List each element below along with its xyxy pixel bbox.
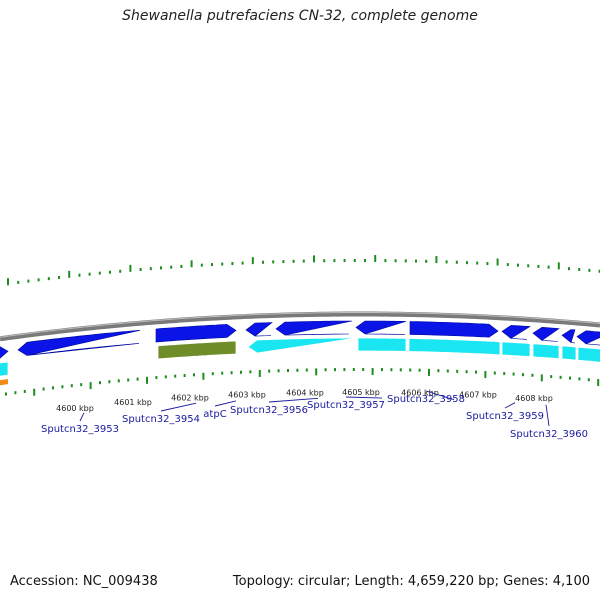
kbp-labels: 4600 kbp 4601 kbp 4602 kbp 4603 kbp 4604 kbp… — [56, 388, 553, 413]
gene-label[interactable]: Sputcn32_3954 — [122, 414, 200, 425]
forward-gene-8[interactable] — [501, 325, 531, 340]
gene-label[interactable]: Sputcn32_3953 — [41, 424, 119, 435]
inner-tick-marks — [5, 368, 600, 396]
forward-gene-11[interactable] — [576, 330, 600, 346]
reverse-gene-8[interactable] — [561, 345, 577, 361]
backbone-highlight — [0, 312, 600, 338]
forward-gene-9[interactable] — [532, 326, 560, 342]
reverse-gene-3[interactable] — [247, 337, 357, 354]
kbp-label: 4608 kbp — [515, 394, 553, 403]
kbp-label: 4602 kbp — [171, 394, 209, 403]
gene-leader-line — [268, 397, 319, 403]
reverse-gene-1[interactable] — [0, 361, 9, 378]
genome-backbone — [0, 311, 600, 342]
forward-gene-10[interactable] — [561, 329, 576, 344]
gene-label[interactable]: Sputcn32_3957 — [307, 400, 385, 411]
forward-gene-6[interactable] — [355, 320, 407, 335]
forward-gene-1[interactable] — [0, 346, 9, 360]
forward-gene-3[interactable] — [155, 324, 237, 343]
kbp-label: 4600 kbp — [56, 404, 94, 413]
forward-gene-7[interactable] — [409, 321, 499, 338]
kbp-label: 4605 kbp — [342, 388, 380, 397]
reverse-gene-7[interactable] — [532, 343, 560, 360]
gene-leader-line — [214, 400, 237, 407]
gene-label[interactable]: Sputcn32_3960 — [510, 429, 588, 440]
other-feature[interactable] — [0, 379, 8, 387]
genome-summary: Topology: circular; Length: 4,659,220 bp… — [232, 574, 590, 589]
reverse-gene-6[interactable] — [501, 341, 531, 358]
forward-gene-4[interactable] — [245, 322, 273, 337]
gene-leader-line — [504, 402, 516, 409]
reverse-gene-4[interactable] — [357, 337, 407, 352]
gene-leader-line — [160, 402, 197, 412]
accession-label: Accession: NC_009438 — [10, 574, 158, 589]
reverse-gene-5[interactable] — [408, 338, 501, 356]
kbp-label: 4606 kbp — [401, 389, 439, 398]
gene-leader-line — [425, 390, 455, 401]
reverse-strand-genes — [0, 337, 600, 387]
gene-leader-line — [345, 396, 383, 399]
outer-tick-marks — [7, 255, 600, 286]
gene-label[interactable]: Sputcn32_3959 — [466, 411, 544, 422]
gene-label[interactable]: Sputcn32_3958 — [387, 394, 465, 405]
reverse-gene-2[interactable] — [157, 340, 237, 360]
kbp-label: 4604 kbp — [286, 389, 324, 398]
gene-label[interactable]: Sputcn32_3956 — [230, 405, 308, 416]
kbp-label: 4607 kbp — [459, 391, 497, 400]
backbone-arc — [0, 311, 600, 342]
gene-label[interactable]: atpC — [203, 409, 226, 420]
forward-strand-genes — [0, 320, 600, 360]
reverse-gene-9[interactable] — [577, 346, 600, 363]
map-title: Shewanella putrefaciens CN-32, complete … — [122, 8, 478, 24]
gene-leader-line — [79, 412, 85, 422]
forward-gene-5[interactable] — [275, 320, 353, 336]
kbp-label: 4601 kbp — [114, 398, 152, 407]
forward-gene-2[interactable] — [17, 330, 141, 356]
kbp-label: 4603 kbp — [228, 390, 266, 399]
gene-leader-line — [545, 404, 550, 427]
